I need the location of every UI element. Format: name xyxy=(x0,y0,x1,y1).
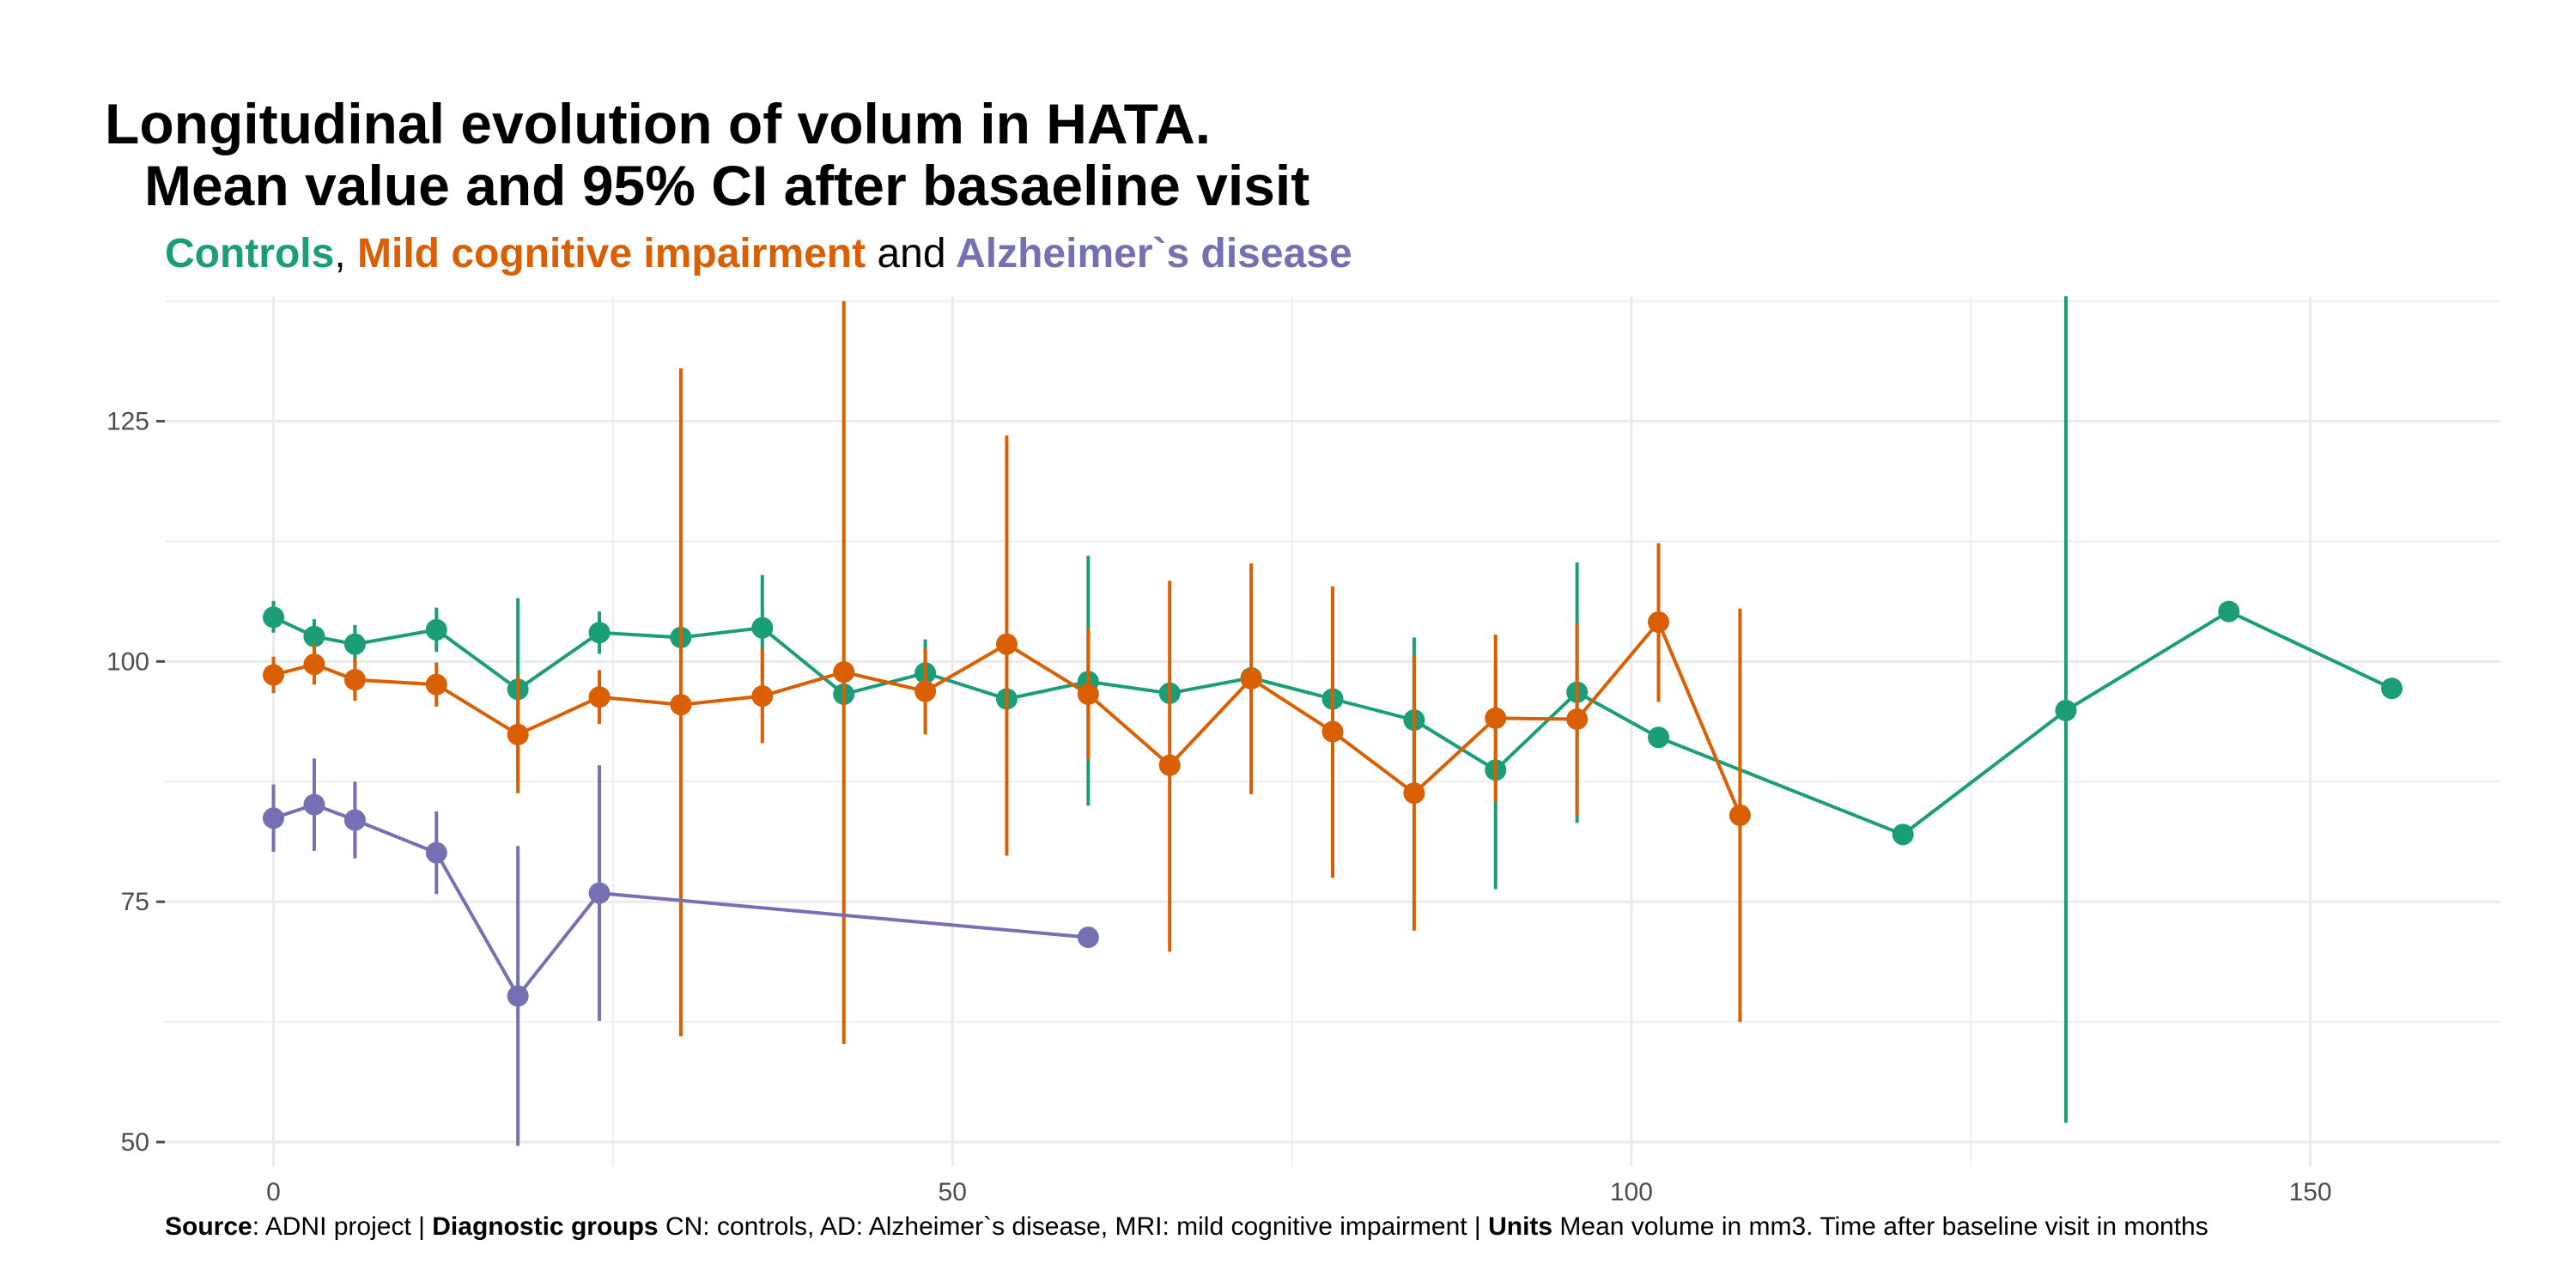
data-point xyxy=(588,622,611,644)
data-point xyxy=(1077,927,1099,949)
data-point xyxy=(263,606,285,629)
data-point xyxy=(425,673,447,696)
data-point xyxy=(2218,600,2240,623)
data-point xyxy=(751,685,774,708)
data-point xyxy=(303,653,325,676)
chart-caption: Source: ADNI project | Diagnostic groups… xyxy=(165,1211,2208,1243)
data-point xyxy=(343,633,366,655)
series-mild-cognitive-impairment xyxy=(263,301,1751,1044)
data-point xyxy=(1077,683,1099,705)
data-point xyxy=(507,985,529,1007)
data-point xyxy=(263,664,285,686)
chart-title: Longitudinal evolution of volum in HATA.… xyxy=(105,93,1309,216)
series-alzheimer-s-disease xyxy=(263,758,1099,1146)
data-point xyxy=(263,807,285,829)
data-point xyxy=(425,841,447,864)
data-point xyxy=(1158,754,1181,776)
data-point xyxy=(833,661,855,683)
grid-layer xyxy=(165,296,2500,1166)
y-tick-label: 125 xyxy=(106,408,149,436)
data-point xyxy=(1403,782,1425,805)
data-point xyxy=(588,882,611,904)
data-point xyxy=(2055,699,2077,721)
y-tick-label: 100 xyxy=(106,647,149,676)
data-point xyxy=(507,723,529,745)
subtitle-mci: Mild cognitive impairment xyxy=(357,231,866,276)
y-tick-label: 75 xyxy=(121,888,149,916)
chart-subtitle: Controls, Mild cognitive impairment and … xyxy=(165,228,1352,280)
data-point xyxy=(751,617,774,639)
subtitle-controls: Controls xyxy=(165,231,335,276)
data-point xyxy=(1240,667,1262,690)
data-point xyxy=(343,809,366,831)
y-tick-label: 50 xyxy=(121,1128,149,1157)
x-tick-label: 150 xyxy=(2289,1178,2332,1206)
data-point xyxy=(425,618,447,641)
data-point xyxy=(1321,720,1344,743)
caption-units-key: Units xyxy=(1488,1212,1553,1241)
axis-layer: 50 75 100 125 0 50 100 150 xyxy=(106,408,2332,1206)
caption-source-key: Source xyxy=(165,1212,252,1241)
data-point xyxy=(914,680,937,702)
data-point xyxy=(1728,804,1751,826)
caption-groups-key: Diagnostic groups xyxy=(432,1212,659,1241)
chart-title-line-1: Longitudinal evolution of volum in HATA. xyxy=(105,92,1212,155)
data-point xyxy=(303,625,325,647)
x-tick-label: 100 xyxy=(1610,1178,1653,1206)
data-point xyxy=(588,686,611,708)
data-point xyxy=(2380,677,2403,700)
data-point xyxy=(670,694,692,716)
series-layer xyxy=(263,296,2403,1146)
subtitle-separator-and: and xyxy=(877,231,946,276)
caption-source-value: : ADNI project | xyxy=(252,1212,425,1241)
caption-units-value: Mean volume in mm3. Time after baseline … xyxy=(1552,1212,2208,1241)
x-tick-label: 50 xyxy=(939,1178,967,1206)
data-point xyxy=(303,793,325,816)
data-point xyxy=(1566,708,1589,731)
x-tick-label: 0 xyxy=(266,1178,281,1206)
chart-title-line-2: Mean value and 95% CI after basaeline vi… xyxy=(144,154,1310,217)
series-line xyxy=(272,618,1742,817)
caption-groups-value: CN: controls, AD: Alzheimer`s disease, M… xyxy=(658,1212,1481,1241)
data-point xyxy=(1485,707,1507,729)
data-point xyxy=(995,633,1018,655)
data-point xyxy=(1892,823,1914,846)
data-point xyxy=(1648,726,1670,749)
data-point xyxy=(343,669,366,691)
subtitle-ad: Alzheimer`s disease xyxy=(956,231,1352,276)
data-point xyxy=(1648,611,1670,633)
subtitle-separator-comma: , xyxy=(334,231,346,276)
